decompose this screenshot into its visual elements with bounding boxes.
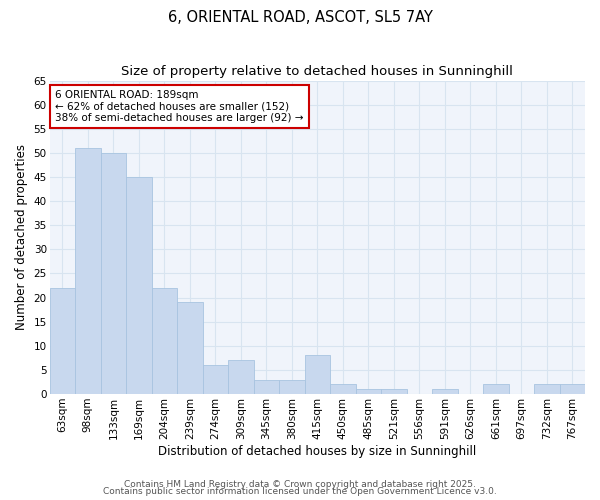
Bar bbox=[534, 384, 560, 394]
Text: 6, ORIENTAL ROAD, ASCOT, SL5 7AY: 6, ORIENTAL ROAD, ASCOT, SL5 7AY bbox=[167, 10, 433, 25]
Bar bbox=[75, 148, 101, 394]
Bar bbox=[228, 360, 254, 394]
Bar bbox=[101, 153, 126, 394]
Text: 6 ORIENTAL ROAD: 189sqm
← 62% of detached houses are smaller (152)
38% of semi-d: 6 ORIENTAL ROAD: 189sqm ← 62% of detache… bbox=[55, 90, 304, 123]
Bar bbox=[432, 389, 458, 394]
Bar bbox=[305, 356, 330, 394]
Title: Size of property relative to detached houses in Sunninghill: Size of property relative to detached ho… bbox=[121, 65, 513, 78]
Bar bbox=[126, 177, 152, 394]
Bar bbox=[560, 384, 585, 394]
X-axis label: Distribution of detached houses by size in Sunninghill: Distribution of detached houses by size … bbox=[158, 444, 476, 458]
Bar bbox=[152, 288, 177, 394]
Bar bbox=[330, 384, 356, 394]
Bar bbox=[177, 302, 203, 394]
Bar bbox=[50, 288, 75, 394]
Bar bbox=[254, 380, 279, 394]
Text: Contains HM Land Registry data © Crown copyright and database right 2025.: Contains HM Land Registry data © Crown c… bbox=[124, 480, 476, 489]
Y-axis label: Number of detached properties: Number of detached properties bbox=[15, 144, 28, 330]
Bar bbox=[279, 380, 305, 394]
Bar bbox=[356, 389, 381, 394]
Text: Contains public sector information licensed under the Open Government Licence v3: Contains public sector information licen… bbox=[103, 488, 497, 496]
Bar bbox=[381, 389, 407, 394]
Bar bbox=[203, 365, 228, 394]
Bar bbox=[483, 384, 509, 394]
